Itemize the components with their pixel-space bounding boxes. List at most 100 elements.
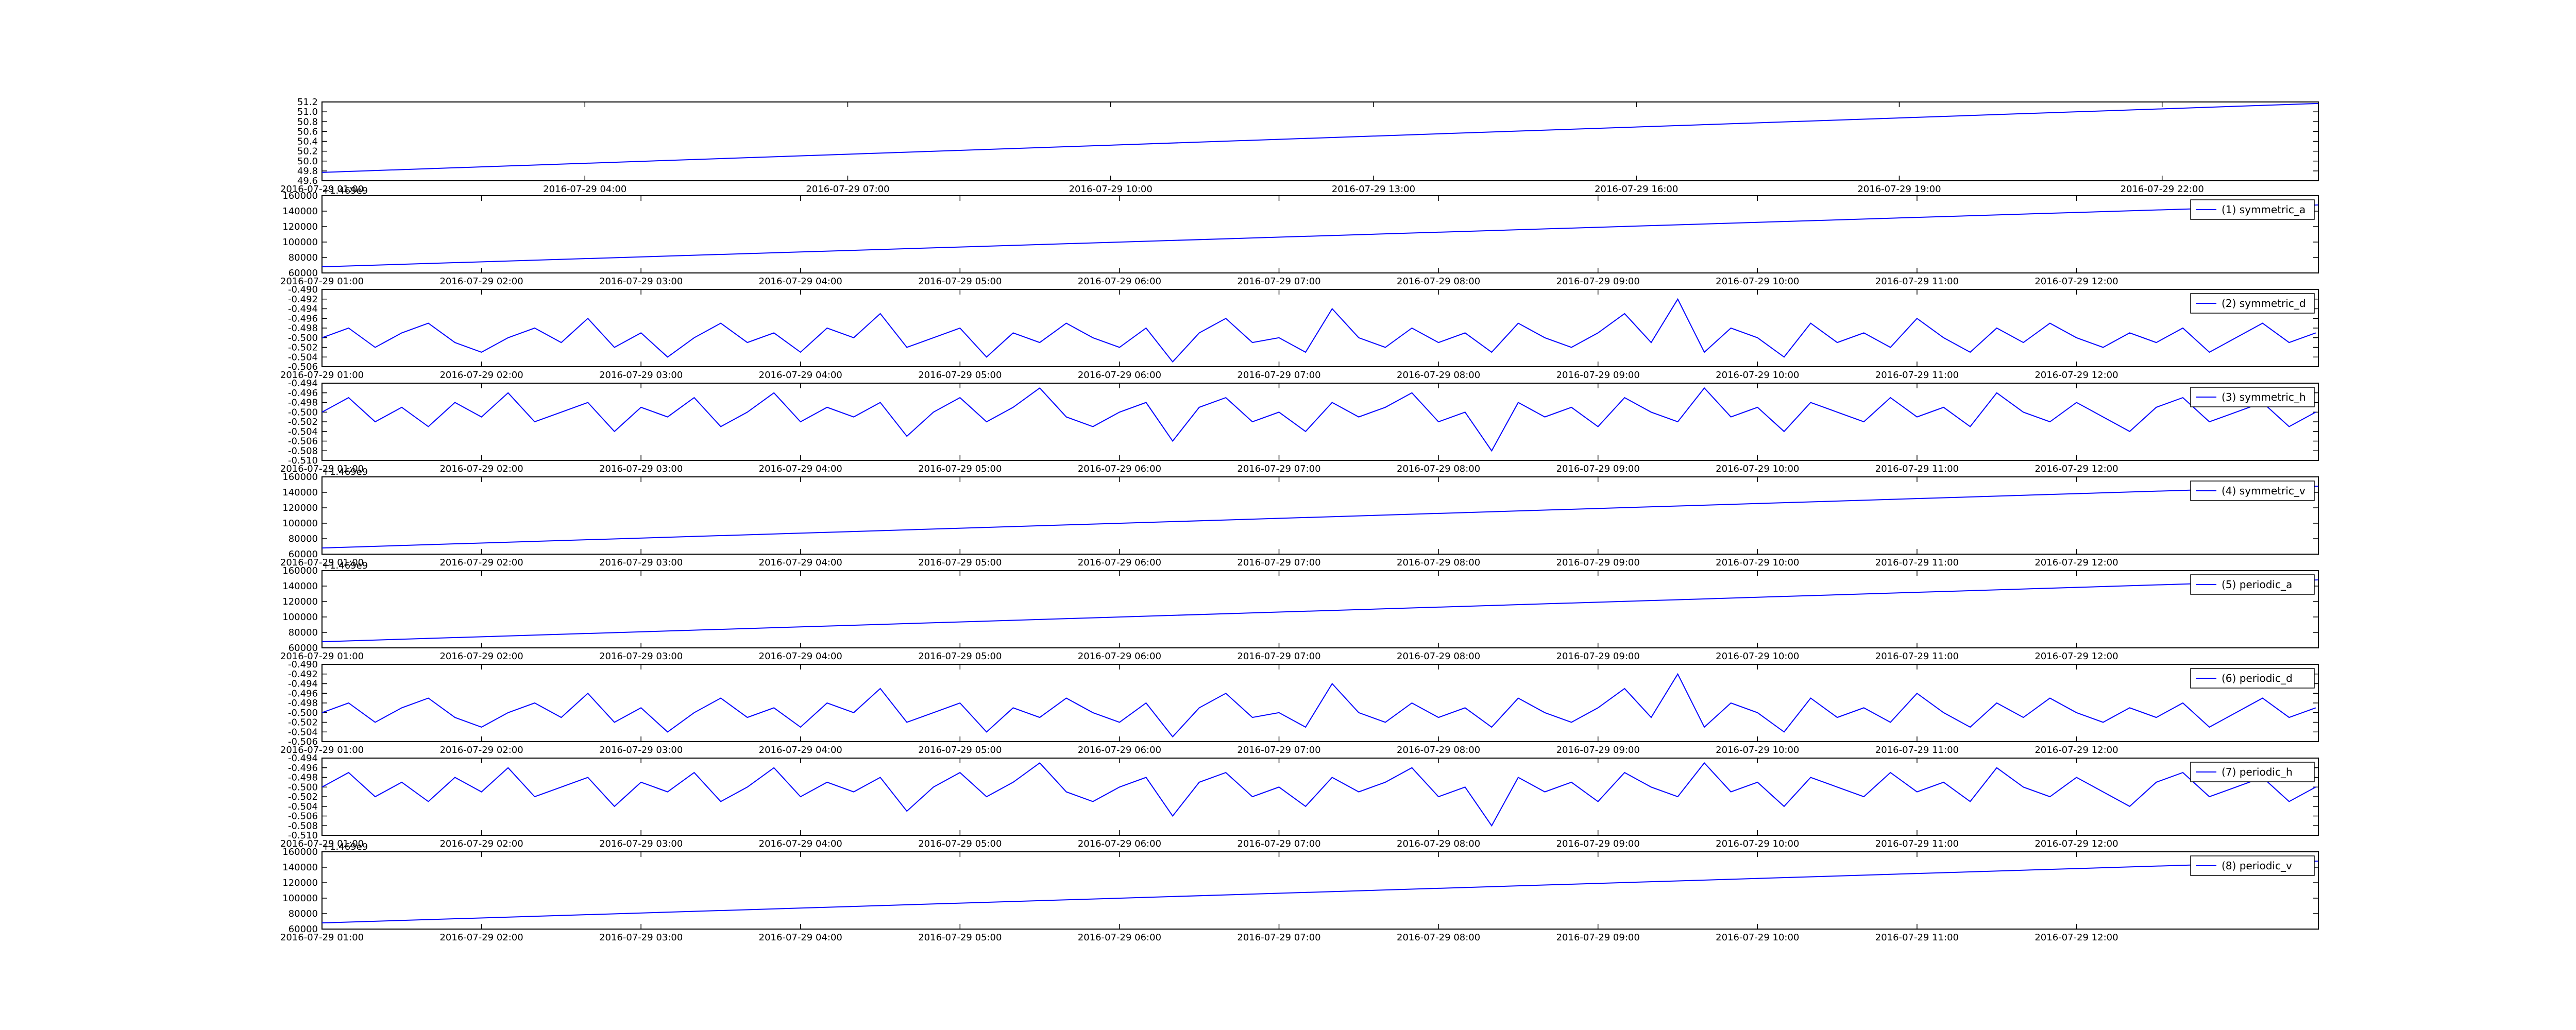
legend-label: (4) symmetric_v — [2222, 485, 2306, 497]
x-tick-label: 2016-07-29 07:00 — [1237, 745, 1320, 756]
y-tick-label: -0.500 — [288, 407, 318, 418]
x-tick-label: 2016-07-29 06:00 — [1078, 745, 1161, 756]
y-tick-label: 60000 — [289, 924, 318, 935]
x-tick-label: 2016-07-29 03:00 — [599, 651, 683, 662]
y-tick-label: 60000 — [289, 643, 318, 654]
x-tick-label: 2016-07-29 08:00 — [1397, 932, 1480, 943]
y-tick-label: -0.496 — [288, 388, 318, 399]
x-tick-label: 2016-07-29 04:00 — [759, 276, 842, 287]
x-tick-label: 2016-07-29 09:00 — [1556, 932, 1640, 943]
x-tick-label: 2016-07-29 19:00 — [1857, 184, 1941, 195]
series-line — [321, 673, 2316, 738]
y-tick-label: 120000 — [282, 596, 318, 607]
y-tick-label: -0.504 — [288, 352, 318, 363]
x-tick-label: 2016-07-29 03:00 — [599, 838, 683, 849]
y-tick-label: -0.502 — [288, 342, 318, 353]
x-tick-label: 2016-07-29 09:00 — [1556, 464, 1640, 474]
y-tick-label: 80000 — [289, 627, 318, 638]
legend-label: (8) periodic_v — [2222, 860, 2292, 872]
x-tick-label: 2016-07-29 03:00 — [599, 276, 683, 287]
x-tick-label: 2016-07-29 06:00 — [1078, 932, 1161, 943]
x-tick-label: 2016-07-29 02:00 — [439, 745, 523, 756]
x-tick-label: 2016-07-29 03:00 — [599, 932, 683, 943]
x-tick-label: 2016-07-29 07:00 — [1237, 932, 1320, 943]
legend-label: (7) periodic_h — [2222, 766, 2293, 778]
y-tick-label: -0.498 — [288, 698, 318, 709]
x-tick-label: 2016-07-29 05:00 — [918, 651, 1002, 662]
y-tick-label: -0.494 — [288, 753, 318, 764]
x-tick-label: 2016-07-29 04:00 — [759, 932, 842, 943]
y-tick-label: -0.494 — [288, 679, 318, 690]
x-tick-label: 2016-07-29 04:00 — [543, 184, 626, 195]
y-tick-label: -0.494 — [288, 304, 318, 315]
x-tick-label: 2016-07-29 08:00 — [1397, 651, 1480, 662]
y-tick-label: 50.2 — [297, 146, 318, 157]
x-tick-label: 2016-07-29 08:00 — [1397, 838, 1480, 849]
y-tick-label: 49.8 — [297, 166, 318, 177]
x-tick-label: 2016-07-29 07:00 — [1237, 370, 1320, 381]
x-tick-label: 2016-07-29 06:00 — [1078, 557, 1161, 568]
x-tick-label: 2016-07-29 09:00 — [1556, 838, 1640, 849]
x-tick-label: 2016-07-29 04:00 — [759, 745, 842, 756]
legend-label: (3) symmetric_h — [2222, 391, 2306, 403]
x-tick-label: 2016-07-29 05:00 — [918, 932, 1002, 943]
x-tick-label: 2016-07-29 16:00 — [1595, 184, 1678, 195]
x-tick-label: 2016-07-29 12:00 — [2035, 838, 2118, 849]
x-tick-label: 2016-07-29 02:00 — [439, 838, 523, 849]
y-tick-label: 120000 — [282, 878, 318, 888]
y-tick-label: 50.4 — [297, 136, 318, 147]
x-tick-label: 2016-07-29 04:00 — [759, 464, 842, 474]
x-tick-label: 2016-07-29 01:00 — [280, 745, 364, 756]
x-tick-label: 2016-07-29 12:00 — [2035, 464, 2118, 474]
y-tick-label: 160000 — [282, 565, 318, 576]
y-tick-label: -0.504 — [288, 426, 318, 437]
x-tick-label: 2016-07-29 11:00 — [1875, 370, 1959, 381]
x-tick-label: 2016-07-29 08:00 — [1397, 464, 1480, 474]
y-tick-label: 140000 — [282, 206, 318, 217]
x-tick-label: 2016-07-29 04:00 — [759, 651, 842, 662]
series-line — [321, 204, 2319, 267]
x-tick-label: 2016-07-29 10:00 — [1716, 745, 1799, 756]
y-tick-label: -0.508 — [288, 820, 318, 831]
y-tick-label: 140000 — [282, 581, 318, 592]
x-tick-label: 2016-07-29 01:00 — [280, 276, 364, 287]
y-tick-label: -0.510 — [288, 830, 318, 841]
x-tick-label: 2016-07-29 07:00 — [1237, 276, 1320, 287]
y-tick-label: -0.498 — [288, 398, 318, 408]
series-line — [321, 387, 2316, 452]
x-tick-label: 2016-07-29 01:00 — [280, 370, 364, 381]
y-tick-label: -0.492 — [288, 669, 318, 680]
x-tick-label: 2016-07-29 09:00 — [1556, 557, 1640, 568]
x-tick-label: 2016-07-29 11:00 — [1875, 838, 1959, 849]
y-tick-label: -0.490 — [288, 284, 318, 295]
offset-label: +1.469e9 — [322, 467, 368, 477]
x-tick-label: 2016-07-29 13:00 — [1332, 184, 1415, 195]
x-tick-label: 2016-07-29 11:00 — [1875, 745, 1959, 756]
y-tick-label: 140000 — [282, 487, 318, 498]
y-tick-label: -0.490 — [288, 659, 318, 670]
x-tick-label: 2016-07-29 12:00 — [2035, 370, 2118, 381]
x-tick-label: 2016-07-29 07:00 — [1237, 557, 1320, 568]
x-tick-label: 2016-07-29 10:00 — [1716, 276, 1799, 287]
y-tick-label: -0.506 — [288, 811, 318, 822]
y-tick-label: 120000 — [282, 221, 318, 232]
x-tick-label: 2016-07-29 07:00 — [806, 184, 889, 195]
y-tick-label: 160000 — [282, 191, 318, 201]
y-tick-label: -0.502 — [288, 717, 318, 728]
y-tick-label: -0.496 — [288, 763, 318, 774]
legend-label: (2) symmetric_d — [2222, 297, 2306, 310]
y-tick-label: 80000 — [289, 908, 318, 919]
x-tick-label: 2016-07-29 08:00 — [1397, 276, 1480, 287]
y-tick-label: 100000 — [282, 518, 318, 529]
y-tick-label: 100000 — [282, 612, 318, 623]
series-line — [321, 762, 2316, 827]
x-tick-label: 2016-07-29 10:00 — [1716, 932, 1799, 943]
x-tick-label: 2016-07-29 11:00 — [1875, 651, 1959, 662]
x-tick-label: 2016-07-29 12:00 — [2035, 745, 2118, 756]
legend-label: (6) periodic_d — [2222, 672, 2293, 684]
x-tick-label: 2016-07-29 06:00 — [1078, 276, 1161, 287]
x-tick-label: 2016-07-29 05:00 — [918, 745, 1002, 756]
series-line — [321, 298, 2316, 363]
x-tick-label: 2016-07-29 11:00 — [1875, 557, 1959, 568]
